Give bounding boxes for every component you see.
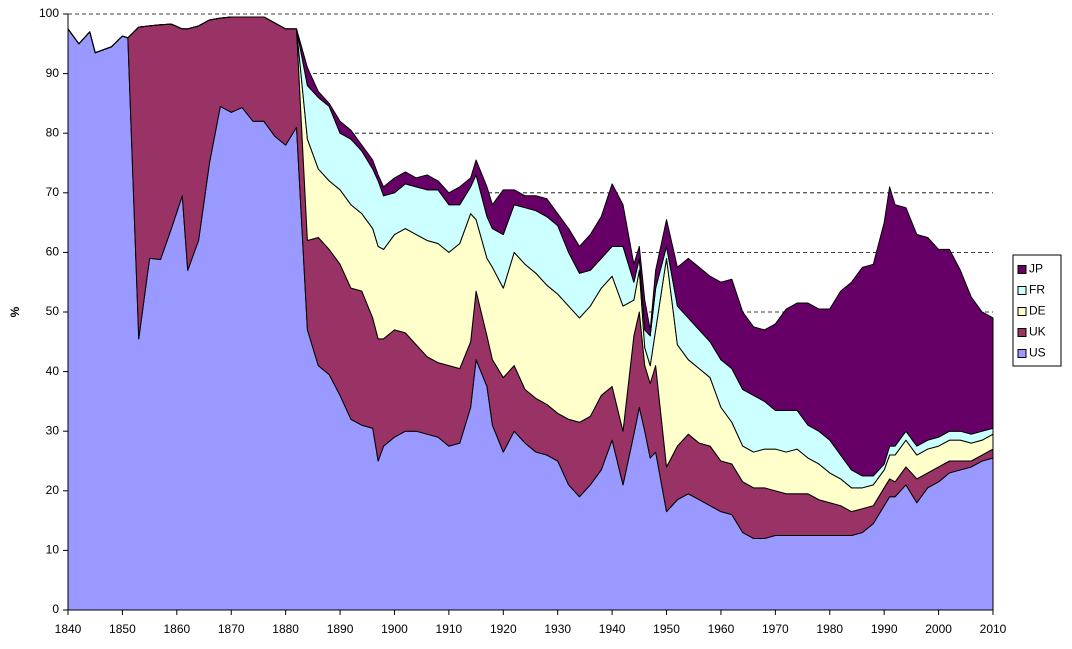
- x-tick-label: 1940: [599, 622, 626, 636]
- y-tick-label: 10: [46, 543, 60, 557]
- x-tick-label: 2000: [925, 622, 952, 636]
- legend-swatch: [1017, 328, 1027, 337]
- x-tick-label: 1930: [544, 622, 571, 636]
- y-axis-label: %: [8, 306, 22, 317]
- x-tick-label: 1950: [653, 622, 680, 636]
- x-tick-label: 1960: [708, 622, 735, 636]
- x-tick-label: 1900: [381, 622, 408, 636]
- legend-label: JP: [1029, 262, 1043, 276]
- y-tick-label: 60: [46, 245, 60, 259]
- y-tick-label: 0: [52, 602, 59, 616]
- legend-label: DE: [1029, 304, 1046, 318]
- y-tick-label: 100: [39, 6, 59, 20]
- x-tick-label: 1870: [218, 622, 245, 636]
- y-tick-label: 90: [46, 66, 60, 80]
- y-tick-label: 80: [46, 125, 60, 139]
- y-tick-label: 50: [46, 304, 60, 318]
- y-tick-label: 40: [46, 364, 60, 378]
- x-tick-label: 1840: [55, 622, 82, 636]
- legend-label: US: [1029, 346, 1046, 360]
- y-tick-label: 70: [46, 185, 60, 199]
- x-tick-label: 1860: [163, 622, 190, 636]
- legend-swatch: [1017, 307, 1027, 316]
- x-tick-label: 1970: [762, 622, 789, 636]
- area: [67, 16, 994, 477]
- x-tick-label: 1990: [871, 622, 898, 636]
- x-tick-label: 2010: [980, 622, 1007, 636]
- legend-swatch: [1017, 286, 1027, 295]
- legend-label: UK: [1029, 325, 1046, 339]
- y-tick-label: 30: [46, 423, 60, 437]
- x-tick-label: 1890: [327, 622, 354, 636]
- x-tick-label: 1920: [490, 622, 517, 636]
- legend: JP FR DE UK US: [1012, 254, 1062, 367]
- legend-swatch: [1017, 349, 1027, 358]
- y-tick-label: 20: [46, 483, 60, 497]
- legend-label: FR: [1029, 283, 1045, 297]
- x-tick-label: 1880: [272, 622, 299, 636]
- legend-swatch: [1017, 265, 1027, 274]
- x-tick-label: 1980: [816, 622, 843, 636]
- x-tick-label: 1910: [436, 622, 463, 636]
- x-tick-label: 1850: [109, 622, 136, 636]
